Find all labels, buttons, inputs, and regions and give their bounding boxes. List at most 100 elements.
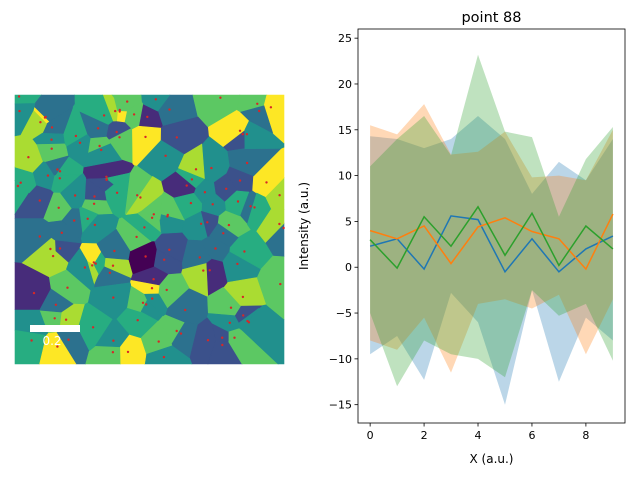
seed-point — [64, 318, 68, 321]
seed-point — [249, 205, 252, 208]
seed-point — [146, 115, 149, 119]
seed-point — [17, 95, 21, 98]
y-axis-label: Intensity (a.u.) — [297, 182, 311, 270]
seed-point — [94, 262, 97, 265]
seed-point — [114, 109, 117, 113]
seed-point — [111, 264, 115, 267]
y-tick-label: 0 — [345, 261, 352, 274]
seed-point — [136, 194, 139, 197]
y-tick-label: 25 — [338, 32, 352, 45]
seed-point — [278, 194, 281, 197]
seed-point — [166, 213, 169, 217]
seed-point — [265, 181, 268, 184]
seed-point — [108, 271, 112, 274]
seed-point — [50, 147, 53, 150]
seed-point — [56, 168, 59, 171]
seed-point — [253, 206, 256, 209]
seed-point — [152, 213, 155, 216]
seed-point — [16, 184, 20, 188]
seed-point — [233, 336, 236, 339]
voronoi-cell — [181, 239, 212, 270]
line-series-2 — [369, 213, 614, 271]
seed-point — [151, 297, 154, 300]
seed-point — [83, 266, 87, 269]
line-series-1 — [369, 215, 614, 274]
line-chart-panel: 0 2 4 6 8 −15 −10 −5 0 5 10 15 20 25 point 88 X (a.u… — [297, 10, 626, 466]
seed-point — [165, 288, 168, 292]
y-tick-label: −10 — [329, 353, 352, 366]
seed-point — [243, 250, 246, 253]
seed-point — [56, 345, 59, 348]
voronoi-cell — [79, 206, 99, 233]
seed-point — [256, 102, 259, 106]
seed-point — [150, 216, 154, 219]
seed-point — [115, 130, 118, 134]
seed-point — [74, 134, 78, 138]
seed-point — [73, 219, 76, 222]
seed-point — [168, 108, 171, 111]
seed-point — [135, 235, 138, 239]
x-axis-label: X (a.u.) — [470, 452, 514, 466]
seed-point — [44, 115, 47, 119]
scalebar — [30, 325, 80, 332]
voronoi-seed-points — [16, 95, 285, 359]
seed-point — [91, 326, 95, 329]
seed-point — [92, 202, 96, 205]
voronoi-cell — [87, 282, 132, 320]
voronoi-map-panel: 0.2 — [14, 94, 285, 365]
voronoi-cell — [178, 143, 205, 180]
seed-point — [222, 232, 225, 235]
seed-point — [175, 329, 178, 333]
seed-point — [157, 340, 160, 343]
seed-point — [78, 141, 82, 144]
seed-point — [168, 248, 171, 251]
voronoi-cell — [60, 173, 87, 209]
seed-point — [93, 195, 96, 198]
seed-point — [194, 168, 198, 171]
seed-point — [185, 184, 188, 187]
voronoi-cells — [14, 94, 285, 365]
seed-point — [105, 175, 108, 178]
seed-point — [58, 170, 62, 173]
voronoi-cell — [36, 143, 69, 162]
seed-point — [18, 109, 21, 113]
seed-point — [238, 179, 242, 182]
seed-point — [86, 217, 89, 220]
voronoi-cell — [83, 143, 123, 168]
seed-point — [150, 287, 154, 290]
seed-point — [27, 156, 30, 159]
seed-point — [228, 321, 231, 324]
line-series-3 — [369, 205, 614, 270]
series-lines — [369, 205, 614, 274]
x-axis-ticks: 0 2 4 6 8 — [367, 423, 589, 442]
seed-point — [162, 355, 166, 359]
seed-point — [67, 338, 70, 341]
plot-frame — [357, 28, 626, 424]
seed-point — [32, 291, 36, 295]
voronoi-cell — [206, 313, 240, 332]
seed-point — [245, 133, 249, 136]
seed-point — [241, 133, 244, 136]
seed-point — [39, 121, 42, 124]
seed-point — [236, 200, 240, 203]
seed-point — [96, 127, 100, 130]
seed-point — [50, 138, 53, 141]
seed-point — [189, 201, 193, 205]
seed-point — [269, 106, 273, 109]
seed-point — [154, 98, 157, 101]
voronoi-cell — [158, 273, 190, 309]
seed-point — [91, 264, 94, 267]
seed-point — [145, 303, 148, 306]
seed-point — [238, 129, 242, 132]
seed-point — [54, 303, 58, 306]
seed-point — [126, 100, 129, 103]
seed-point — [163, 258, 166, 261]
y-tick-label: 5 — [345, 215, 352, 228]
voronoi-cell — [79, 111, 109, 139]
voronoi-cell — [171, 321, 198, 359]
seed-point — [112, 339, 115, 342]
seed-point — [242, 314, 245, 317]
seed-point — [92, 261, 96, 264]
seed-point — [198, 256, 201, 259]
seed-point — [113, 249, 116, 253]
